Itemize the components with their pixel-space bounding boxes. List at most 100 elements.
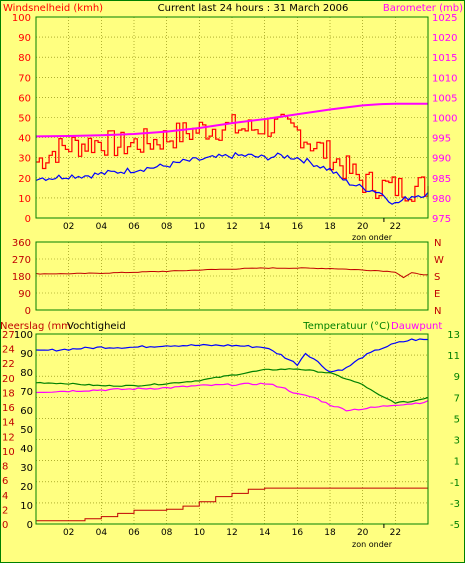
weather-panel-x-tick: 18 bbox=[324, 528, 336, 538]
barometer-y-tick: 990 bbox=[432, 154, 451, 165]
wind-y-tick: 90 bbox=[18, 33, 31, 44]
barometer-y-tick: 1020 bbox=[432, 33, 457, 44]
barometer-y-tick: 975 bbox=[432, 214, 451, 225]
direction-y-tick: 90 bbox=[18, 289, 31, 300]
humidity-y-tick: 100 bbox=[14, 330, 33, 341]
rain-y-tick: 6 bbox=[2, 476, 8, 487]
weather-panel-x-tick: 12 bbox=[226, 528, 237, 538]
barometer-line bbox=[35, 102, 428, 138]
wind-panel-x-tick: 22 bbox=[390, 222, 401, 232]
humidity-y-tick: 90 bbox=[20, 349, 33, 360]
weather-panel-x-tick: 08 bbox=[161, 528, 173, 538]
wind-panel-x-tick: 20 bbox=[357, 222, 369, 232]
wind-y-tick: 60 bbox=[18, 93, 31, 104]
temperature-y-tick: -1 bbox=[450, 478, 460, 489]
compass-tick: N bbox=[434, 306, 441, 317]
compass-tick: E bbox=[434, 289, 440, 300]
wind-axis-title: Windsnelheid (kmh) bbox=[3, 3, 103, 14]
temperature-y-tick: 11 bbox=[447, 351, 460, 362]
barometer-y-tick: 1015 bbox=[432, 53, 457, 64]
temperature-y-tick: 9 bbox=[454, 372, 460, 383]
wind-y-tick: 70 bbox=[18, 73, 31, 84]
humidity-y-tick: 20 bbox=[20, 482, 33, 493]
wind-panel-x-tick: 10 bbox=[194, 222, 206, 232]
wind-y-tick: 10 bbox=[18, 194, 31, 205]
chart-title: Current last 24 hours : 31 March 2006 bbox=[158, 3, 349, 14]
weather-panel-x-tick: 14 bbox=[259, 528, 271, 538]
wind-panel-x-tick: 06 bbox=[128, 222, 140, 232]
wind-panel-frame bbox=[35, 16, 429, 219]
weather-panel-x-tick: 16 bbox=[292, 528, 304, 538]
rain-y-tick: 10 bbox=[2, 447, 15, 458]
rain-y-tick: 20 bbox=[2, 374, 15, 385]
barometer-y-tick: 1000 bbox=[432, 114, 457, 125]
temperature-axis-title: Temperatuur (°C) bbox=[302, 321, 390, 332]
barometer-y-tick: 1025 bbox=[432, 13, 457, 24]
humidity-y-tick: 80 bbox=[20, 368, 33, 379]
weather-panel-x-tick: 02 bbox=[63, 528, 74, 538]
rain-y-tick: 22 bbox=[2, 359, 15, 370]
text-layer: Windsnelheid (kmh) Current last 24 hours… bbox=[0, 3, 463, 549]
dewpoint-line bbox=[35, 382, 429, 412]
barometer-y-tick: 1010 bbox=[432, 73, 457, 84]
temperature-y-tick: 7 bbox=[454, 393, 460, 404]
direction-y-tick: 360 bbox=[12, 238, 31, 249]
wind-panel-x-tick: 16 bbox=[292, 222, 304, 232]
rain-y-tick: 24 bbox=[2, 345, 15, 356]
humidity-y-tick: 60 bbox=[20, 406, 33, 417]
humidity-y-tick: 50 bbox=[20, 425, 33, 436]
rain-line bbox=[36, 487, 428, 522]
barometer-axis-title: Barometer (mb) bbox=[383, 3, 463, 14]
barometer-y-tick: 995 bbox=[432, 134, 451, 145]
humidity-y-tick: 40 bbox=[20, 444, 33, 455]
dewpoint-axis-title: Dauwpunt bbox=[391, 321, 442, 332]
wind-panel-x-tick: 12 bbox=[226, 222, 237, 232]
direction-y-tick: 0 bbox=[25, 306, 31, 317]
compass-tick: S bbox=[434, 272, 440, 283]
wind-y-tick: 80 bbox=[18, 53, 31, 64]
rain-y-tick: 27 bbox=[2, 330, 15, 341]
wind-y-tick: 40 bbox=[18, 134, 31, 145]
barometer-y-tick: 1005 bbox=[432, 93, 457, 104]
grid-layer bbox=[36, 17, 428, 524]
rain-y-tick: 2 bbox=[2, 505, 8, 516]
humidity-y-tick: 30 bbox=[20, 463, 33, 474]
wind-y-tick: 30 bbox=[18, 154, 31, 165]
sunset-label-top: zon onder bbox=[352, 233, 393, 242]
rain-y-tick: 16 bbox=[2, 403, 15, 414]
compass-tick: N bbox=[434, 238, 441, 249]
temperature-y-tick: -5 bbox=[450, 520, 460, 531]
wind-y-tick: 50 bbox=[18, 114, 31, 125]
weather-panel-frame bbox=[35, 333, 429, 525]
rain-y-tick: 0 bbox=[2, 520, 8, 531]
rain-axis-title: Neerslag (mm bbox=[0, 321, 71, 332]
temperature-y-tick: 1 bbox=[454, 457, 460, 468]
wind-panel-x-tick: 08 bbox=[161, 222, 173, 232]
wind-speed-line bbox=[35, 151, 429, 205]
humidity-line bbox=[35, 338, 428, 373]
temperature-y-tick: 5 bbox=[454, 414, 460, 425]
temperature-y-tick: -3 bbox=[450, 499, 460, 510]
barometer-y-tick: 985 bbox=[432, 174, 451, 185]
humidity-y-tick: 10 bbox=[20, 501, 33, 512]
weather-panel-x-tick: 20 bbox=[357, 528, 369, 538]
wind-y-tick: 20 bbox=[18, 174, 31, 185]
wind-panel-x-tick: 04 bbox=[96, 222, 108, 232]
temperature-y-tick: 13 bbox=[447, 330, 460, 341]
wind-y-tick: 0 bbox=[25, 214, 31, 225]
sunset-label-bottom: zon onder bbox=[352, 540, 393, 549]
wind-panel-x-tick: 14 bbox=[259, 222, 271, 232]
wind-y-tick: 100 bbox=[12, 13, 31, 24]
rain-y-tick: 4 bbox=[2, 491, 8, 502]
weather-panel-x-tick: 10 bbox=[194, 528, 206, 538]
series-layer bbox=[35, 102, 429, 522]
humidity-y-tick: 0 bbox=[27, 520, 33, 531]
humidity-axis-title: Vochtigheid bbox=[67, 321, 126, 332]
wind-panel-x-tick: 02 bbox=[63, 222, 74, 232]
direction-y-tick: 180 bbox=[12, 272, 31, 283]
direction-line bbox=[35, 267, 429, 279]
rain-y-tick: 12 bbox=[2, 432, 15, 443]
temperature-y-tick: 3 bbox=[454, 436, 460, 447]
